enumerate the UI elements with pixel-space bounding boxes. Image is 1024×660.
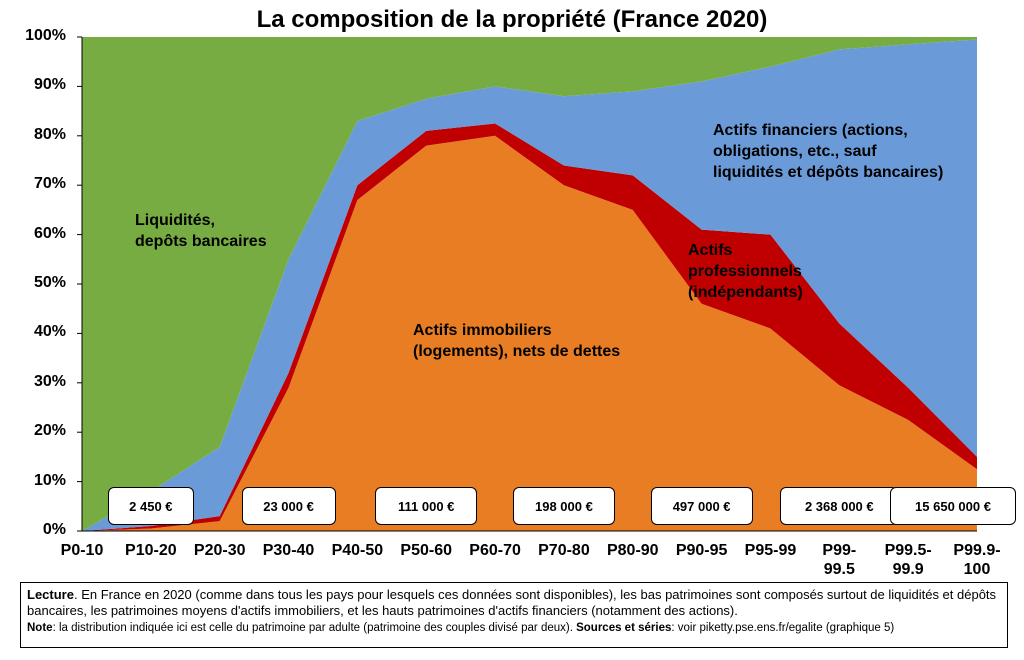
wealth-label: 111 000 € [375,487,478,525]
footnote: Lecture. En France en 2020 (comme dans t… [20,582,1008,648]
x-tick-label: P80-90 [606,542,659,559]
chart-title: La composition de la propriété (France 2… [256,6,768,33]
y-tick-label: 40% [33,323,66,341]
x-tick-label: P99.9- 100 [953,542,1001,578]
x-tick-label: P30-40 [262,542,315,559]
series-label: Actifs immobiliers (logements), nets de … [413,322,621,360]
wealth-label: 23 000 € [241,487,336,525]
area [82,37,977,531]
sources-label: Sources et séries [576,622,672,634]
wealth-label: 15 650 000 € [890,487,1016,525]
y-tick-label: 20% [33,422,66,440]
y-tick-label: 50% [33,274,66,291]
y-tick-label: 70% [33,175,66,193]
x-tick-label: P90-95 [675,542,728,559]
series-label: Actifs professionnels (indépendants) [688,242,803,301]
series-label: Actifs financiers (actions, obligations,… [713,122,944,181]
area [82,135,977,532]
wealth-label: 198 000 € [512,487,615,525]
y-tick-label: 10% [33,471,66,489]
area [82,39,977,531]
lecture-label: Lecture [27,587,74,602]
x-tick-label: P10-20 [125,542,177,559]
y-tick-label: 60% [33,224,66,242]
wealth-label: 497 000 € [650,487,753,525]
x-tick-label: P95-99 [744,542,797,559]
x-tick-label: P99- 99.5 [822,542,857,578]
y-tick-label: 30% [33,372,66,390]
wealth-label: 2 368 000 € [780,487,899,525]
y-tick-label: 0% [42,521,66,538]
area [82,123,977,531]
y-tick-label: 100% [25,27,66,44]
x-tick-label: P99.5- 99.9 [884,542,932,578]
sources-text: : voir piketty.pse.ens.fr/egalite (graph… [671,622,895,634]
y-tick-label: 90% [33,76,66,94]
x-tick-label: P0-10 [60,542,104,559]
x-tick-label: P70-80 [538,542,590,559]
x-tick-label: P20-30 [193,542,246,559]
y-tick-label: 80% [33,125,66,143]
x-tick-label: P50-60 [400,542,453,559]
lecture-text: . En France en 2020 (comme dans tous les… [27,587,997,618]
note-text: : la distribution indiquée ici est celle… [52,622,577,634]
x-tick-label: P40-50 [331,542,384,559]
wealth-label: 2 450 € [107,487,194,525]
note-label: Note [27,622,53,634]
series-label: Liquidités, depôts bancaires [135,212,267,250]
x-tick-label: P60-70 [469,542,521,559]
